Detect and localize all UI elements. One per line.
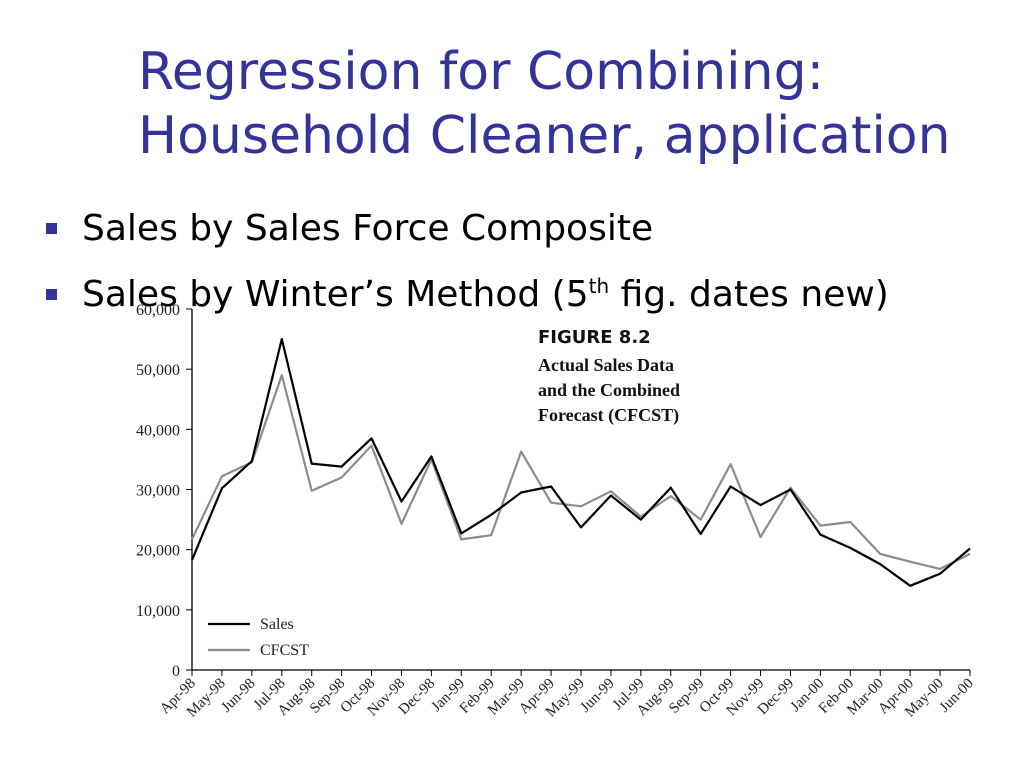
slide-title-line-1: Regression for Combining:	[138, 42, 825, 102]
x-tick-label: Jun-98	[218, 676, 258, 716]
bullet-item-sales-force: Sales by Sales Force Composite	[46, 208, 653, 249]
figure-caption-line: and the Combined	[538, 380, 680, 400]
bullet-text-part: fig. dates new)	[609, 274, 889, 315]
series-line-cfcst	[191, 374, 971, 571]
y-tick-label: 40,000	[136, 422, 180, 439]
bullet-item-winters-method: Sales by Winter’s Method (5th fig. dates…	[46, 274, 889, 315]
bullet-text: Sales by Winter’s Method (5th fig. dates…	[82, 274, 889, 315]
y-tick-label: 50,000	[136, 362, 180, 379]
x-tick-label: Jun-99	[578, 676, 618, 716]
slide-title: Regression for Combining: Household Clea…	[138, 40, 1008, 168]
series-line-sales	[190, 338, 971, 587]
square-bullet-icon	[46, 289, 57, 300]
legend-label-sales: Sales	[260, 616, 294, 633]
y-tick-label: 10,000	[136, 603, 180, 620]
x-tick-label: Jun-00	[937, 676, 977, 716]
y-tick-label: 0	[172, 663, 180, 680]
figure-label: FIGURE 8.2	[538, 327, 651, 348]
figure-caption-line: Forecast (CFCST)	[538, 405, 679, 426]
figure-caption-line: Actual Sales Data	[538, 355, 674, 375]
bullet-superscript: th	[588, 274, 610, 298]
square-bullet-icon	[46, 223, 57, 234]
bullet-text: Sales by Sales Force Composite	[82, 208, 654, 249]
legend-label-cfcst: CFCST	[260, 642, 309, 659]
slide-title-line-2: Household Cleaner, application	[138, 106, 951, 166]
y-tick-label: 20,000	[136, 543, 180, 560]
bullet-text-part: Sales by Winter’s Method (5	[82, 274, 589, 315]
y-tick-label: 30,000	[136, 483, 180, 500]
y-tick-label: 60,000	[136, 302, 180, 319]
